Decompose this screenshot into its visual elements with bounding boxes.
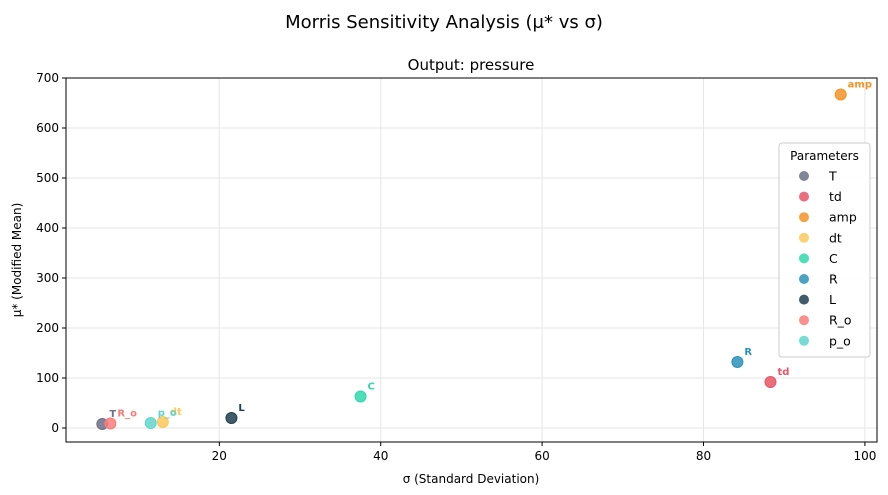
chart-suptitle: Morris Sensitivity Analysis (μ* vs σ) — [285, 12, 603, 33]
data-points — [96, 88, 847, 430]
y-tick-label: 0 — [51, 421, 59, 435]
y-tick-label: 300 — [36, 271, 59, 285]
legend-marker-t — [799, 171, 809, 181]
point-label-p-o: p_o — [158, 408, 177, 419]
legend-marker-p-o — [799, 335, 809, 346]
legend-label-p-o: p_o — [829, 333, 851, 348]
y-axis-label: μ* (Modified Mean) — [10, 203, 24, 318]
point-dt — [156, 416, 169, 428]
legend-label-dt: dt — [829, 230, 842, 245]
point-td — [764, 376, 777, 388]
plot-frame — [65, 77, 878, 443]
point-label-td: td — [777, 367, 789, 378]
y-tick-label: 700 — [36, 71, 59, 85]
y-tick-label: 500 — [36, 171, 59, 185]
legend-label-amp: amp — [829, 210, 857, 225]
point-label-r-o: R_o — [117, 409, 137, 420]
point-label-t: T — [109, 409, 116, 420]
legend-title: Parameters — [790, 149, 859, 163]
point-r — [731, 356, 744, 368]
legend-box — [778, 142, 871, 358]
point-c — [354, 390, 367, 403]
legend: Parameters Ttd amp dt CRL R_o p_o — [778, 142, 871, 358]
legend-marker-td — [799, 191, 809, 202]
y-tick-label: 100 — [36, 371, 59, 385]
point-label-dt: dt — [170, 407, 182, 418]
x-tick-label: 20 — [212, 449, 227, 463]
legend-label-td: td — [829, 189, 842, 204]
y-tick-label: 200 — [36, 321, 59, 335]
legend-label-r: R — [829, 272, 838, 287]
point-label-l: L — [238, 403, 245, 414]
legend-label-r-o: R_o — [829, 313, 852, 328]
legend-marker-c — [799, 253, 809, 264]
legend-marker-amp — [799, 212, 809, 223]
point-label-r: R — [744, 347, 752, 358]
point-label-c: C — [368, 382, 375, 393]
y-tick-label: 400 — [36, 221, 59, 235]
legend-label-c: C — [829, 251, 838, 266]
legend-label-l: L — [829, 292, 836, 307]
x-axis-label: σ (Standard Deviation) — [403, 472, 540, 486]
legend-marker-l — [799, 294, 809, 305]
legend-marker-r — [799, 274, 809, 284]
grid-lines — [66, 77, 877, 442]
legend-marker-dt — [799, 232, 809, 243]
point-l — [225, 412, 238, 424]
x-tick-label: 40 — [373, 449, 388, 463]
chart-title: Output: pressure — [408, 56, 535, 74]
legend-marker-r-o — [799, 315, 809, 326]
point-r-o — [104, 417, 117, 430]
point-label-amp: amp — [848, 80, 872, 91]
axis-ticks: 20 40 60 80 100 0 100 200 300 400 500 600 700 — [36, 71, 876, 463]
x-tick-label: 100 — [853, 449, 876, 463]
legend-label-t: T — [828, 169, 837, 184]
point-p-o — [144, 417, 157, 429]
y-tick-label: 600 — [36, 121, 59, 135]
x-tick-label: 80 — [696, 449, 711, 463]
x-tick-label: 60 — [534, 449, 549, 463]
point-amp — [834, 88, 847, 101]
